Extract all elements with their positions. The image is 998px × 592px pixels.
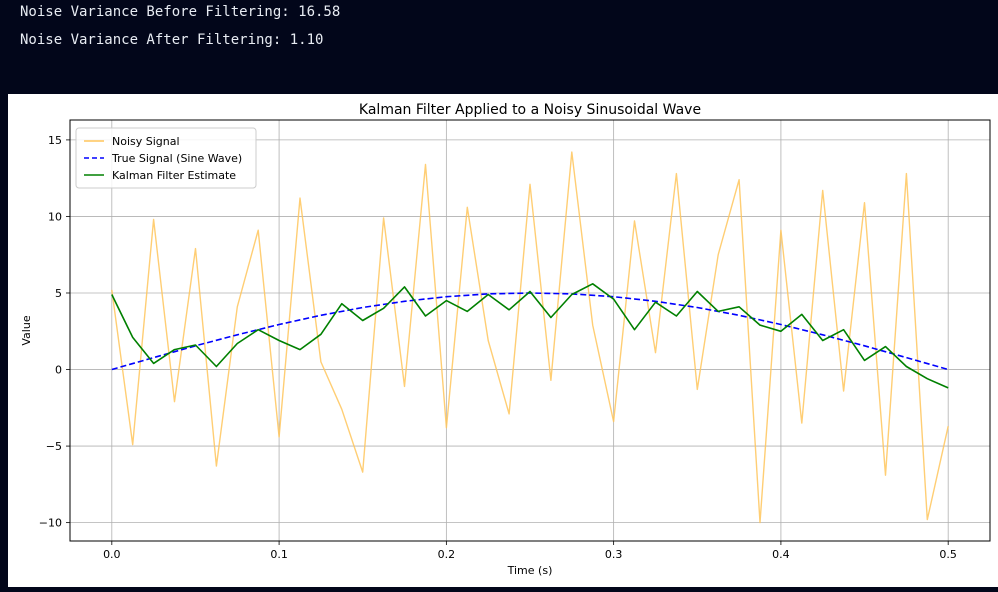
y-tick-label: 5 bbox=[55, 287, 62, 300]
legend-box bbox=[75, 127, 257, 189]
series-line-2 bbox=[111, 292, 949, 371]
x-tick-label: 0.4 bbox=[772, 548, 790, 561]
legend-label: True Signal (Sine Wave) bbox=[111, 152, 242, 165]
console-output: Noise Variance Before Filtering: 16.58 N… bbox=[0, 0, 998, 92]
noise-variance-before-text: Noise Variance Before Filtering: 16.58 bbox=[20, 4, 341, 20]
y-tick-label: 15 bbox=[48, 134, 62, 147]
series-line-3 bbox=[111, 283, 949, 389]
x-tick-label: 0.3 bbox=[605, 548, 623, 561]
axis-ticks: 0.0 0.1 0.2 0.3 0.4 0.5 −10 −5 0 5 10 15 bbox=[39, 134, 957, 561]
y-tick-label: −5 bbox=[46, 440, 62, 453]
chart-figure: 0.0 0.1 0.2 0.3 0.4 0.5 −10 −5 0 5 10 15 Kalman Fil… bbox=[8, 94, 998, 587]
x-tick-label: 0.5 bbox=[939, 548, 957, 561]
y-tick-label: 0 bbox=[55, 364, 62, 377]
noise-variance-after-text: Noise Variance After Filtering: 1.10 bbox=[20, 32, 324, 48]
legend-label: Noisy Signal bbox=[112, 135, 180, 148]
plot-area-frame bbox=[69, 119, 991, 542]
y-tick-label: −10 bbox=[39, 517, 62, 530]
series-line-1 bbox=[111, 151, 949, 524]
legend-label: Kalman Filter Estimate bbox=[112, 169, 236, 182]
x-axis-label: Time (s) bbox=[507, 564, 553, 577]
chart-title: Kalman Filter Applied to a Noisy Sinusoi… bbox=[359, 102, 701, 118]
x-tick-label: 0.0 bbox=[103, 548, 121, 561]
legend: Noisy Signal True Signal (Sine Wave) Kalma… bbox=[75, 127, 257, 189]
x-tick-label: 0.2 bbox=[438, 548, 456, 561]
y-axis-label: Value bbox=[20, 315, 33, 345]
chart-svg: 0.0 0.1 0.2 0.3 0.4 0.5 −10 −5 0 5 10 15 Kalman Fil… bbox=[20, 102, 991, 577]
series-layer bbox=[111, 151, 949, 524]
x-tick-label: 0.1 bbox=[270, 548, 288, 561]
y-tick-label: 10 bbox=[48, 210, 62, 223]
